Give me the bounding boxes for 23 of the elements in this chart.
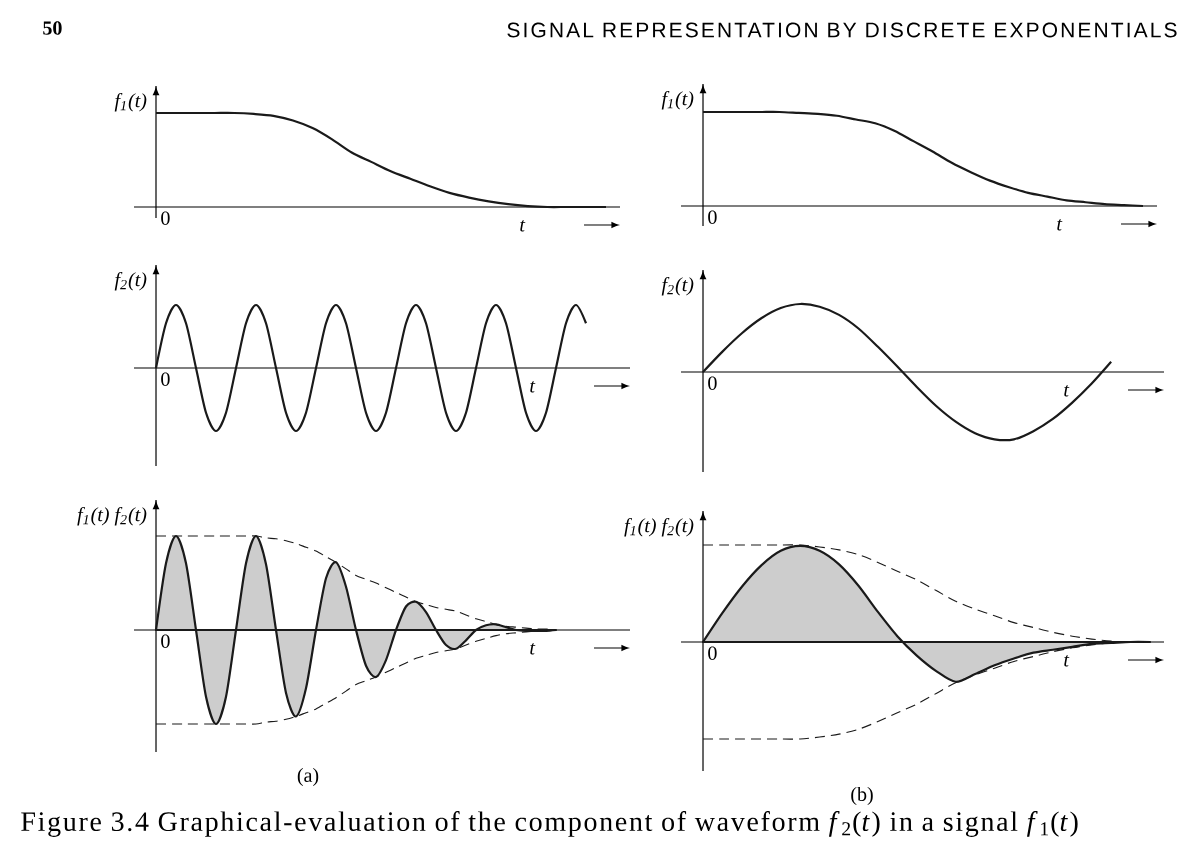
- y-axis-title: f$_{1}$(t) f$_{2}$(t): [77, 507, 147, 526]
- x-axis-title: t: [1064, 655, 1070, 667]
- text: Figure 3.4 Graphical-evaluation of the component of waveform f$_{2}$(t) in a signal f$_{1}$(t): [21, 811, 1078, 837]
- y-axis-title: f$_{1}$(t): [661, 91, 694, 110]
- x-axis-title: t: [1057, 219, 1063, 231]
- x-axis-title: t: [1064, 385, 1070, 397]
- text: SIGNAL REPRESENTATION BY DISCRETE EXPONENTIALS: [507, 22, 1177, 38]
- x-axis-title: t: [520, 220, 526, 232]
- text: (b): [851, 786, 873, 806]
- text: (a): [297, 767, 319, 787]
- y-axis-title: f$_{1}$(t) f$_{2}$(t): [624, 518, 694, 537]
- text: 0: [708, 210, 717, 224]
- x-axis-title: t: [530, 643, 536, 655]
- x-axis-title: t: [530, 381, 536, 393]
- annotation: 0: [708, 646, 717, 660]
- y-axis-title: f$_{2}$(t): [114, 272, 147, 291]
- annotation: 0: [708, 376, 717, 390]
- y-axis-title: f$_{1}$(t): [114, 93, 147, 112]
- text: 0: [161, 211, 170, 225]
- text: 50: [43, 21, 62, 35]
- annotation: 0: [161, 372, 170, 386]
- annotation: 0: [161, 634, 170, 648]
- y-axis-title: f$_{2}$(t): [661, 277, 694, 296]
